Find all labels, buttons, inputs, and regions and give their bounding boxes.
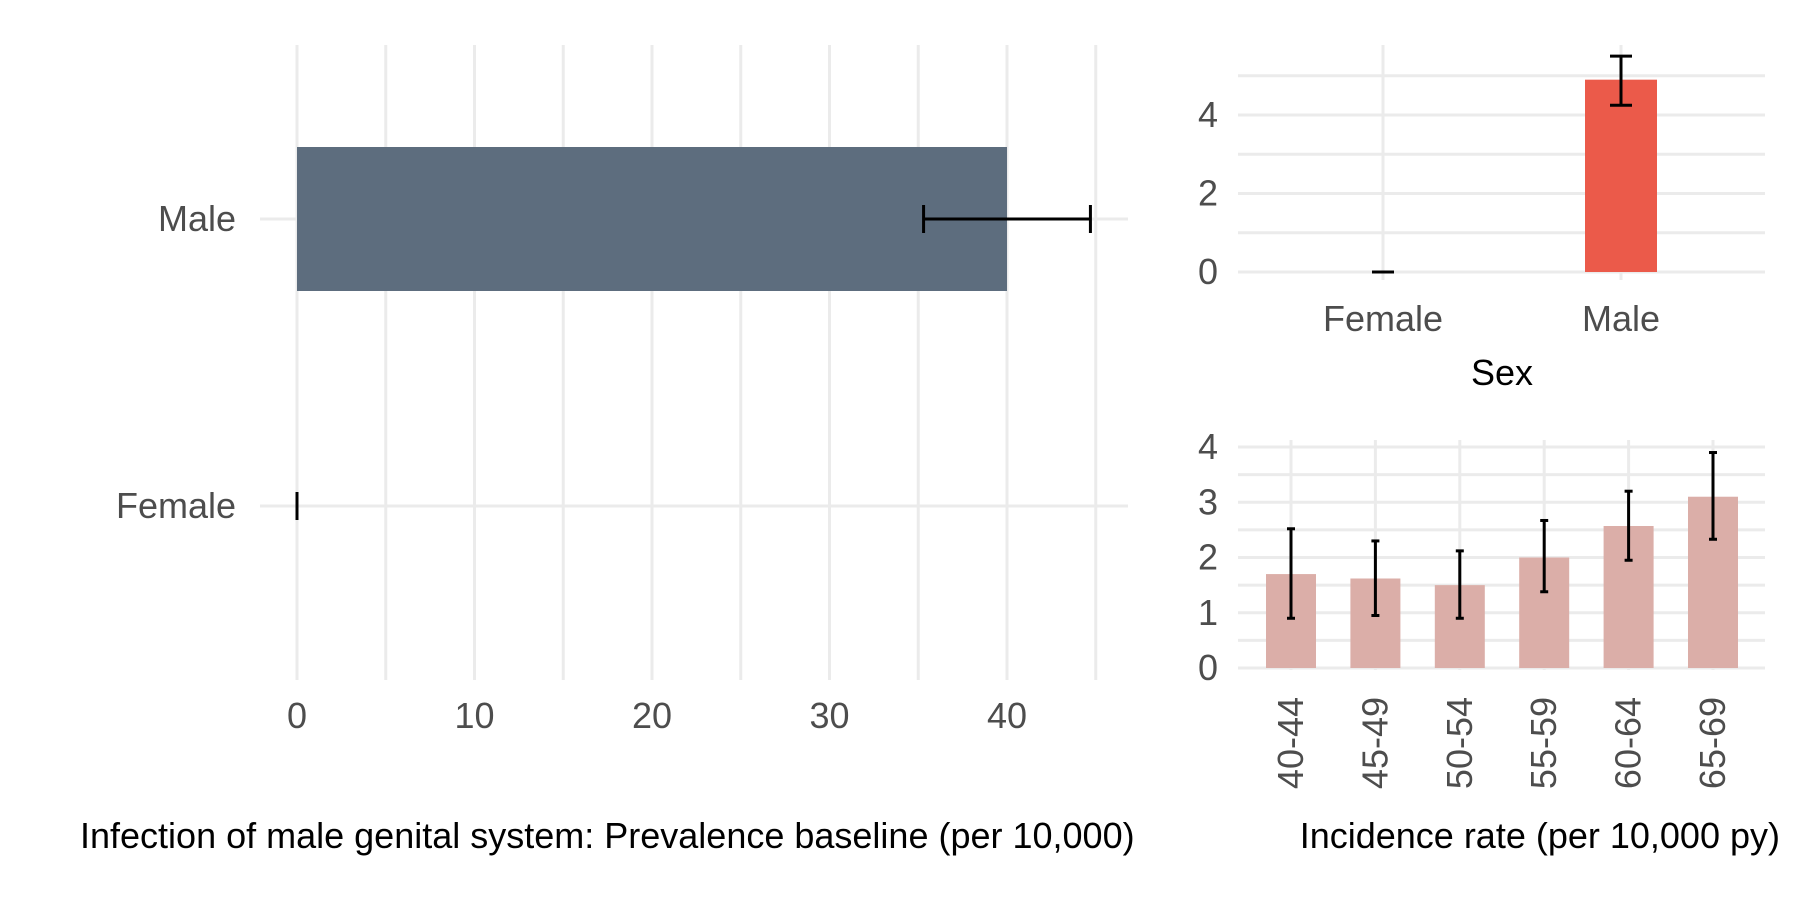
x-tick-label: 40-44 (1270, 697, 1311, 789)
y-tick-label: 0 (1198, 647, 1218, 688)
age-panel (1238, 440, 1765, 670)
x-axis-title: Incidence rate (per 10,000 py) (1300, 815, 1780, 856)
bar-male (1585, 79, 1657, 272)
y-tick-label: 4 (1198, 426, 1218, 467)
y-tick-label: 1 (1198, 592, 1218, 633)
y-tick-label: 2 (1198, 173, 1218, 214)
x-tick-label: 30 (809, 695, 849, 736)
sex-panel (1238, 45, 1765, 280)
x-tick-label: 45-49 (1354, 697, 1395, 789)
x-tick-label: 10 (454, 695, 494, 736)
x-tick-label: Male (1582, 298, 1660, 339)
x-tick-label: Female (1323, 298, 1443, 339)
y-tick-label: 0 (1198, 251, 1218, 292)
x-tick-label: 65-69 (1692, 697, 1733, 789)
x-tick-label: 55-59 (1523, 697, 1564, 789)
x-tick-label: 0 (287, 695, 307, 736)
bar-male (297, 147, 1007, 291)
prevalence-panel (260, 45, 1128, 680)
y-tick-label: 3 (1198, 481, 1218, 522)
y-tick-label: 4 (1198, 94, 1218, 135)
x-axis-title: Sex (1471, 352, 1533, 393)
x-tick-label: 50-54 (1439, 697, 1480, 789)
x-tick-label: 20 (632, 695, 672, 736)
y-tick-label: Male (158, 198, 236, 239)
x-tick-label: 40 (987, 695, 1027, 736)
x-tick-label: 60-64 (1608, 697, 1649, 789)
y-tick-label: Female (116, 485, 236, 526)
x-axis-title: Infection of male genital system: Preval… (80, 815, 1135, 856)
y-tick-label: 2 (1198, 537, 1218, 578)
